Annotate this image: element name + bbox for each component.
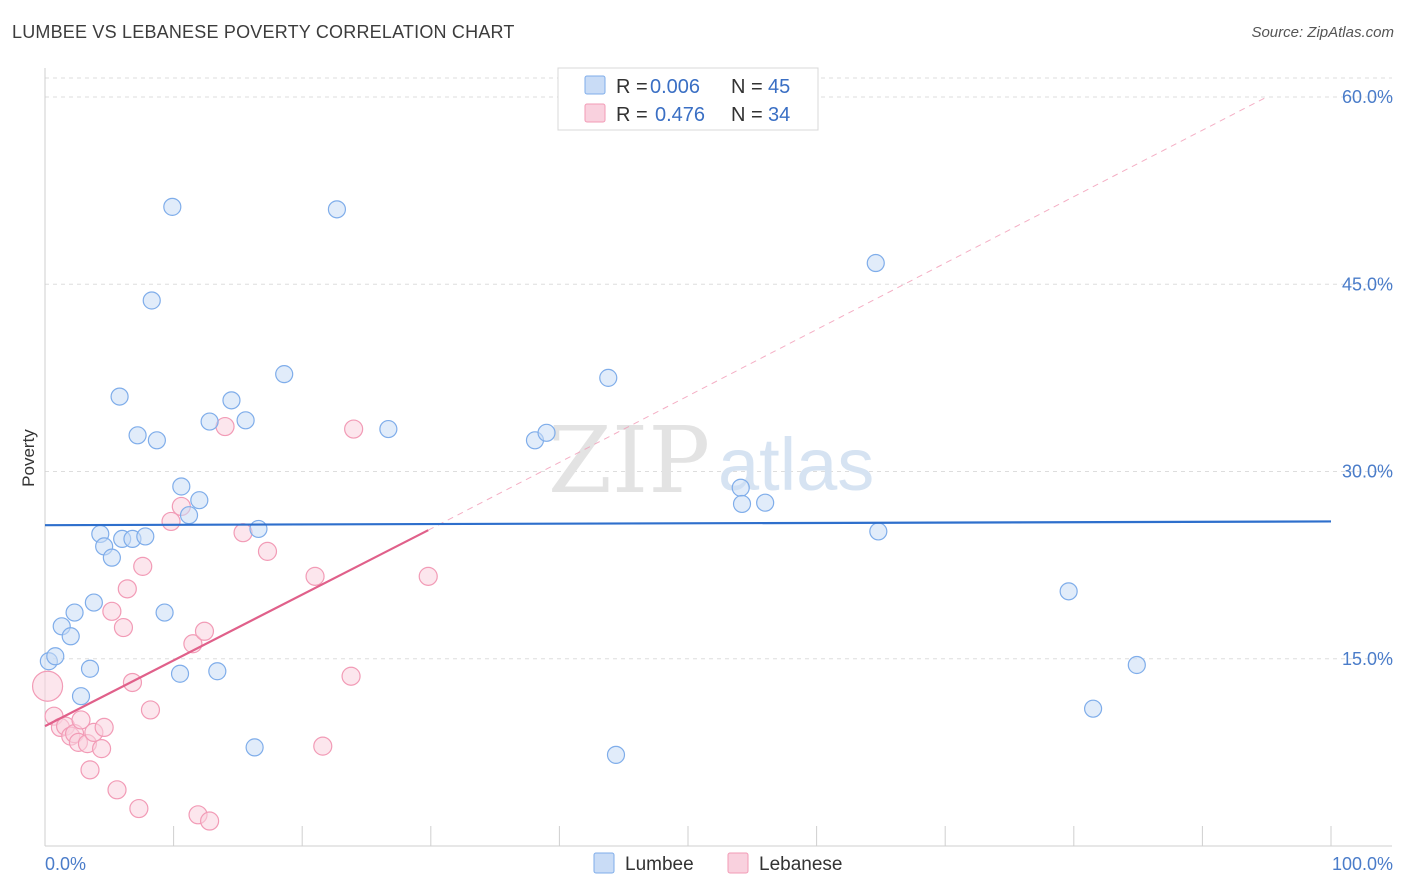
point-lumbee: [190, 491, 209, 510]
point-lumbee: [46, 647, 65, 666]
point-lumbee: [155, 603, 174, 622]
legend-r-label-lebanese: R =: [616, 104, 648, 126]
point-lumbee: [84, 593, 103, 612]
legend-swatch-lebanese: [584, 103, 606, 123]
point-lumbee: [172, 477, 191, 496]
trend-line-lumbee: [44, 520, 1332, 527]
point-lumbee: [599, 368, 618, 387]
point-lumbee: [71, 687, 91, 706]
source-credit: Source: ZipAtlas.com: [1251, 24, 1394, 41]
point-lumbee: [1059, 582, 1078, 601]
point-lebanese: [117, 579, 137, 599]
point-lumbee: [1083, 699, 1103, 718]
y-tick-label-60: 60.0%: [1342, 87, 1393, 107]
point-lumbee: [249, 519, 268, 539]
point-lebanese: [133, 556, 153, 576]
point-lumbee: [275, 365, 294, 384]
point-lumbee: [245, 738, 264, 757]
point-lebanese: [129, 798, 149, 819]
point-lebanese: [194, 621, 215, 641]
point-lumbee: [110, 387, 129, 406]
point-lumbee: [606, 745, 626, 764]
y-tick-label-15: 15.0%: [1342, 649, 1393, 669]
point-lebanese: [71, 710, 91, 730]
y-tick-label-30: 30.0%: [1342, 462, 1393, 482]
series-legend: Lumbee Lebanese: [593, 852, 842, 875]
point-lebanese: [344, 419, 364, 439]
point-lebanese: [102, 601, 122, 621]
grid-lines: [45, 77, 1392, 660]
legend-n-label-lebanese: N =: [731, 104, 763, 126]
point-lebanese: [94, 717, 114, 738]
y-axis-title: Poverty: [19, 429, 38, 487]
point-lebanese: [31, 670, 64, 702]
trend-lines: [427, 96, 1267, 531]
point-lumbee: [731, 478, 750, 497]
x-tick-labels: 0.0% 100.0%: [45, 854, 1393, 874]
point-lumbee: [179, 506, 199, 525]
point-lumbee: [80, 659, 100, 678]
point-lumbee: [756, 493, 775, 512]
point-lebanese: [341, 666, 361, 686]
point-lebanese: [233, 523, 253, 543]
legend-n-value-lebanese: 34: [768, 104, 790, 126]
point-lebanese: [107, 780, 127, 800]
point-lebanese: [257, 541, 278, 561]
data-points: [31, 197, 1332, 831]
point-lebanese: [313, 736, 333, 756]
x-tick-label-min: 0.0%: [45, 854, 86, 874]
legend-r-value-lumbee: 0.006: [650, 76, 700, 98]
point-lumbee: [147, 431, 166, 450]
series-legend-label-lumbee: Lumbee: [625, 854, 694, 875]
point-lumbee: [866, 253, 885, 273]
point-lumbee: [236, 411, 255, 430]
point-lebanese: [215, 416, 235, 437]
point-lumbee: [61, 627, 80, 646]
point-lumbee: [128, 426, 147, 445]
point-lumbee: [732, 494, 752, 514]
point-lebanese: [200, 811, 220, 831]
series-legend-swatch-lumbee: [593, 852, 615, 874]
series-legend-label-lebanese: Lebanese: [759, 854, 842, 875]
point-lebanese: [305, 566, 325, 586]
point-lumbee: [200, 412, 219, 431]
y-tick-labels: 15.0% 30.0% 45.0% 60.0%: [1342, 87, 1393, 669]
chart-title: LUMBEE VS LEBANESE POVERTY CORRELATION C…: [12, 22, 515, 42]
trend-line-lebanese: [44, 529, 429, 728]
point-lumbee: [170, 664, 190, 683]
point-lumbee: [1127, 655, 1146, 675]
legend-r-label-lumbee: R =: [616, 76, 648, 98]
legend-n-value-lumbee: 45: [768, 76, 790, 98]
watermark: ZIP atlas: [548, 407, 874, 514]
point-lumbee: [208, 662, 227, 681]
point-lebanese: [113, 617, 134, 638]
point-lumbee: [327, 200, 347, 219]
point-lumbee: [222, 391, 241, 410]
legend-swatch-lumbee: [584, 75, 606, 95]
point-lumbee: [65, 603, 84, 622]
point-lumbee: [379, 419, 398, 439]
trend-line-lebanese-extended: [427, 96, 1267, 531]
point-lebanese: [91, 739, 112, 759]
x-tick-label-max: 100.0%: [1332, 854, 1393, 874]
point-lumbee: [163, 197, 182, 216]
point-lebanese: [418, 566, 438, 586]
point-lebanese: [80, 760, 100, 780]
point-lumbee: [136, 527, 155, 546]
point-lumbee: [142, 291, 161, 310]
correlation-legend: R = 0.006 N = 45 R = 0.476 N = 34: [557, 67, 819, 131]
point-lumbee: [537, 423, 556, 442]
point-lebanese: [140, 700, 161, 720]
y-tick-label-45: 45.0%: [1342, 274, 1393, 294]
legend-r-value-lebanese: 0.476: [655, 104, 705, 126]
point-lumbee: [869, 522, 888, 541]
point-lumbee: [102, 548, 121, 567]
watermark-zip: ZIP: [548, 407, 710, 514]
series-legend-swatch-lebanese: [727, 852, 749, 874]
point-lebanese: [161, 511, 181, 532]
legend-n-label-lumbee: N =: [731, 76, 763, 98]
